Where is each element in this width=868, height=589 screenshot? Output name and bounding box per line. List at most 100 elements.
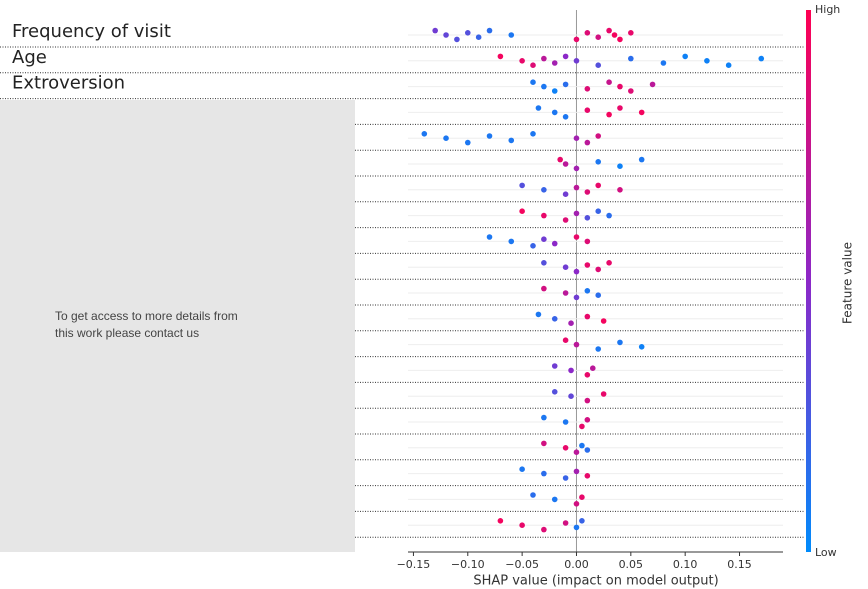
- point: [579, 494, 585, 501]
- feature-label: Extroversion: [12, 73, 125, 94]
- point: [584, 397, 591, 404]
- point: [606, 212, 612, 219]
- feature-label: Age: [12, 47, 47, 68]
- point: [562, 53, 569, 60]
- point: [464, 30, 471, 36]
- point: [573, 58, 580, 64]
- point: [573, 341, 580, 348]
- point: [519, 522, 525, 528]
- point: [584, 86, 591, 92]
- point: [464, 139, 471, 146]
- point: [562, 419, 569, 425]
- point: [541, 83, 547, 90]
- notice: this work please contact us: [55, 326, 199, 340]
- point: [541, 414, 547, 421]
- point: [519, 208, 525, 214]
- point: [486, 133, 493, 139]
- point: [606, 79, 612, 85]
- point: [573, 165, 580, 172]
- point: [562, 217, 569, 223]
- point: [584, 30, 591, 36]
- point: [595, 159, 602, 165]
- point: [595, 266, 602, 273]
- point: [579, 423, 585, 430]
- point: [617, 163, 623, 169]
- point: [584, 139, 591, 146]
- point: [541, 470, 547, 477]
- point: [432, 27, 438, 34]
- x-tick-label: −0.15: [397, 558, 431, 571]
- point: [443, 135, 449, 141]
- point: [600, 391, 607, 397]
- point: [617, 36, 623, 43]
- point: [562, 337, 569, 344]
- point: [584, 215, 591, 221]
- point: [551, 60, 558, 66]
- point: [541, 260, 547, 266]
- point: [541, 187, 547, 193]
- point: [579, 442, 585, 449]
- x-tick-label: −0.10: [451, 558, 485, 571]
- point: [508, 137, 515, 144]
- point: [606, 260, 612, 266]
- x-tick-label: 0.10: [673, 558, 698, 571]
- point: [541, 526, 547, 533]
- point: [562, 161, 569, 167]
- colorbar-low: Low: [815, 546, 837, 559]
- point: [660, 60, 667, 66]
- point: [584, 262, 591, 268]
- point: [454, 36, 460, 43]
- point: [573, 294, 580, 301]
- point: [497, 53, 504, 60]
- point: [573, 268, 580, 275]
- x-tick-label: −0.05: [505, 558, 539, 571]
- point: [573, 501, 580, 507]
- point: [584, 372, 591, 378]
- point: [573, 449, 580, 456]
- point: [541, 55, 547, 62]
- x-tick-label: 0.05: [619, 558, 644, 571]
- point: [617, 339, 623, 346]
- point: [475, 34, 482, 40]
- point: [551, 363, 558, 369]
- point: [551, 389, 558, 395]
- x-tick-label: 0.00: [564, 558, 589, 571]
- point: [611, 32, 618, 38]
- point: [584, 238, 591, 245]
- point: [606, 27, 612, 34]
- point: [421, 131, 428, 137]
- point: [682, 53, 688, 60]
- point: [562, 114, 569, 120]
- point: [595, 133, 602, 139]
- point: [568, 367, 574, 374]
- point: [617, 187, 623, 193]
- point: [584, 417, 591, 423]
- point: [443, 32, 449, 38]
- point: [508, 238, 515, 245]
- point: [584, 473, 591, 479]
- point: [573, 468, 580, 475]
- point: [551, 88, 558, 94]
- point: [649, 81, 656, 88]
- x-tick-label: 0.15: [727, 558, 752, 571]
- point: [638, 344, 645, 350]
- feature-label: Frequency of visit: [12, 21, 171, 42]
- point: [551, 240, 558, 247]
- overlay-box: [0, 100, 355, 552]
- x-axis-label: SHAP value (impact on model output): [473, 574, 718, 589]
- point: [530, 492, 536, 498]
- point: [535, 105, 542, 111]
- notice: To get access to more details from: [55, 309, 238, 323]
- point: [541, 285, 547, 292]
- point: [628, 30, 634, 36]
- point: [551, 496, 558, 503]
- point: [595, 34, 602, 40]
- point: [595, 208, 602, 214]
- point: [584, 189, 591, 195]
- point: [573, 210, 580, 217]
- point: [519, 466, 525, 473]
- point: [551, 109, 558, 116]
- point: [530, 243, 536, 249]
- colorbar-high: High: [815, 3, 840, 16]
- point: [508, 32, 515, 38]
